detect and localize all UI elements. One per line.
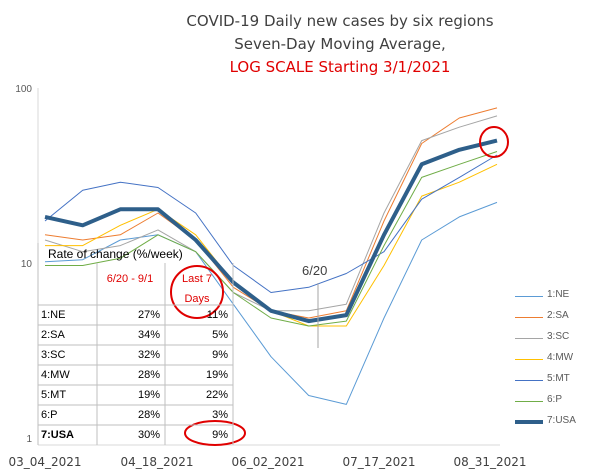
legend-item: 1:NE	[515, 288, 609, 304]
table-cell-last7: 3%	[212, 409, 228, 421]
legend-item: 4:MW	[515, 351, 609, 367]
chart-title-line2: Seven-Day Moving Average,	[234, 35, 446, 53]
legend-swatch	[515, 359, 543, 360]
legend-item: 6:P	[515, 393, 609, 409]
table-cell-rate: 19%	[137, 389, 160, 401]
legend-swatch	[515, 380, 543, 381]
table-cell-rate: 32%	[137, 349, 160, 361]
series-line-1ne	[44, 201, 498, 405]
highlight-circle-endpoint	[479, 126, 509, 158]
x-tick-label: 07_17_2021	[342, 455, 416, 469]
table-cell-last7: 5%	[212, 329, 228, 341]
table-cell-rate: 30%	[137, 429, 160, 441]
series-line-7usa	[44, 138, 498, 324]
table-cell-rate: 34%	[137, 329, 160, 341]
legend-label: 6:P	[547, 394, 563, 405]
table-cell-rate: 27%	[137, 309, 160, 321]
legend-item: 5:MT	[515, 372, 609, 388]
y-tick-label: 1	[26, 434, 32, 445]
chart-title-line3: LOG SCALE Starting 3/1/2021	[229, 58, 451, 76]
x-tick-label: 08_31_2021	[453, 455, 527, 469]
legend-label: 3:SC	[547, 331, 570, 342]
legend-swatch	[515, 296, 543, 297]
table-cell-region: 2:SA	[41, 329, 65, 341]
legend-label: 7:USA	[547, 415, 576, 426]
table-header-col2: Last 7 Days	[182, 273, 212, 305]
table-cell-region: 1:NE	[41, 309, 66, 321]
table-grid	[37, 243, 234, 445]
legend-label: 2:SA	[547, 310, 569, 321]
table-cell-region: 3:SC	[41, 349, 66, 361]
x-tick-label: 03_04_2021	[8, 455, 82, 469]
table-cell-last7: 22%	[205, 389, 228, 401]
legend-swatch	[515, 338, 543, 339]
legend-label: 1:NE	[547, 289, 570, 300]
legend-label: 4:MW	[547, 352, 574, 363]
highlight-circle-last7	[170, 265, 224, 319]
table-cell-rate: 28%	[137, 369, 160, 381]
table-cell-last7: 9%	[212, 349, 228, 361]
chart-title-line1: COVID-19 Daily new cases by six regions	[186, 12, 494, 30]
table-header-col1: 6/20 - 9/1	[106, 273, 154, 285]
table-cell-last7: 9%	[212, 429, 228, 441]
y-tick-label: 100	[15, 84, 32, 95]
series-line-4mw	[45, 163, 498, 327]
legend-item: 2:SA	[515, 309, 609, 325]
legend-swatch	[515, 420, 543, 424]
table-title: Rate of change (%/week)	[48, 247, 183, 261]
table-cell-rate: 28%	[137, 409, 160, 421]
table-cell-region: 5:MT	[41, 389, 67, 401]
table-cell-region: 7:USA	[41, 429, 75, 441]
y-tick-label: 10	[20, 259, 32, 270]
legend-item: 7:USA	[515, 414, 609, 430]
x-tick-label: 06_02_2021	[231, 455, 305, 469]
x-tick-label: 04_18_2021	[120, 455, 194, 469]
series-line-5mt	[44, 154, 498, 293]
legend-swatch	[515, 317, 543, 318]
table-cell-last7: 11%	[206, 309, 228, 321]
legend-item: 3:SC	[515, 330, 609, 346]
legend-swatch	[515, 401, 543, 402]
table-cell-region: 6:P	[41, 409, 58, 421]
annotation-label: 6/20	[302, 263, 328, 278]
table-cell-last7: 19%	[205, 369, 228, 381]
series-line-6p	[45, 151, 498, 327]
legend-label: 5:MT	[547, 373, 570, 384]
highlight-circle-usa	[184, 420, 246, 446]
series-layer	[44, 107, 498, 405]
table-cell-region: 4:MW	[41, 369, 70, 381]
